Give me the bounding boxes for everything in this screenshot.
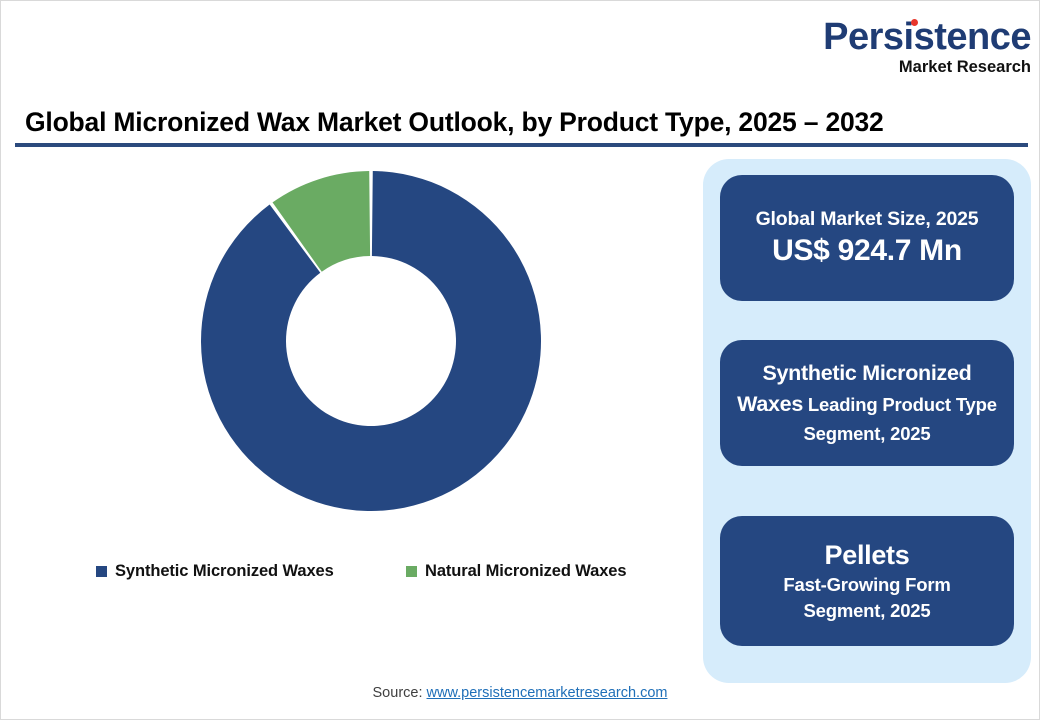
stat-card-mixed-text-1: Synthetic Micronized Waxes Leading Produ… (720, 359, 1014, 421)
donut-chart-area: Synthetic Micronized Waxes Natural Micro… (21, 159, 691, 599)
stat-card-leading-segment: Synthetic Micronized Waxes Leading Produ… (720, 340, 1014, 466)
stat-card-sub-1: Segment, 2025 (803, 423, 931, 444)
stat-card-strong-1a: Synthetic Micronized (762, 361, 972, 385)
stat-card-label-0: Global Market Size, 2025 (755, 208, 979, 230)
legend-label-1: Natural Micronized Waxes (425, 562, 627, 580)
legend-item-synthetic: Synthetic Micronized Waxes (96, 562, 334, 581)
legend-label-0: Synthetic Micronized Waxes (115, 562, 334, 580)
source-link[interactable]: www.persistencemarketresearch.com (426, 685, 668, 701)
logo-primary-text: Persistence (823, 17, 1031, 57)
donut-chart (201, 171, 541, 511)
stat-card-market-size: Global Market Size, 2025 US$ 924.7 Mn (720, 175, 1014, 301)
stat-card-strong-1b: Waxes (737, 392, 803, 416)
logo-primary-label: Persistence (823, 16, 1031, 58)
stat-card-sub-2b: Segment, 2025 (803, 600, 931, 621)
legend-swatch-icon-1 (406, 566, 417, 577)
source-prefix-label: Source: (372, 685, 427, 701)
donut-slice-group (201, 171, 541, 511)
page-title: Global Micronized Wax Market Outlook, by… (25, 107, 884, 137)
chart-legend: Synthetic Micronized Waxes Natural Micro… (76, 562, 686, 592)
logo-red-dot-icon (911, 19, 919, 26)
company-logo: Persistence Market Research (816, 17, 1031, 79)
legend-item-natural: Natural Micronized Waxes (406, 562, 627, 581)
stat-card-sub-2a: Fast-Growing Form (783, 574, 951, 595)
source-footer: Source: www.persistencemarketresearch.co… (1, 685, 1039, 701)
title-underline-rule (15, 143, 1028, 147)
stat-card-value-0: US$ 924.7 Mn (772, 234, 962, 267)
stat-card-headline-2: Pellets (824, 540, 910, 570)
stat-card-fast-growing-form: Pellets Fast-Growing Form Segment, 2025 (720, 516, 1014, 646)
donut-chart-svg (201, 171, 541, 511)
legend-swatch-icon-0 (96, 566, 107, 577)
logo-secondary-label: Market Research (898, 58, 1031, 76)
stat-card-normal-1: Leading Product Type (802, 394, 997, 415)
donut-slice-1 (272, 171, 371, 272)
highlights-panel: Global Market Size, 2025 US$ 924.7 Mn Sy… (703, 159, 1031, 683)
donut-slice-0 (201, 171, 541, 511)
